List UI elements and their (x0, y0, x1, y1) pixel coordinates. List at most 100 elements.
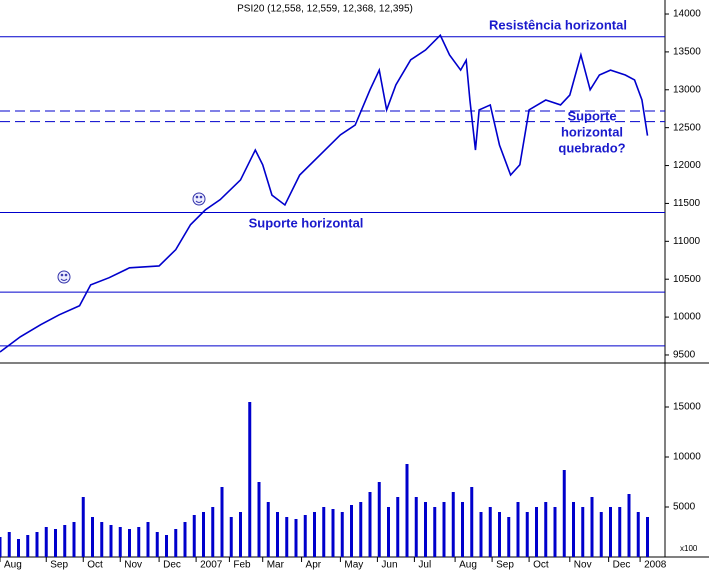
x-tick-label: Jun (381, 560, 397, 570)
smiley (57, 270, 71, 284)
y-tick-label: 12000 (673, 160, 701, 171)
volume-bar (405, 464, 409, 557)
x-tick-label: Feb (233, 560, 251, 570)
volume-bar (424, 502, 427, 557)
volume-bar (331, 509, 335, 557)
y-tick-label: 15000 (673, 402, 701, 413)
x-tick-label: Nov (574, 560, 592, 570)
x-tick-label: Oct (87, 560, 103, 570)
volume-bar (562, 470, 566, 557)
y-tick-label: 13000 (673, 84, 701, 95)
x-tick-label: Dec (613, 560, 631, 570)
volume-bar (609, 507, 612, 557)
volume-bar (544, 502, 548, 557)
volume-bar (627, 494, 631, 557)
volume-bar (507, 517, 511, 557)
volume-bar (229, 517, 233, 557)
x-tick-label: 2008 (644, 560, 667, 570)
volume-bar (17, 539, 20, 557)
y-tick-label: 10000 (673, 312, 701, 323)
volume-bar (442, 502, 446, 557)
volume-bar (350, 505, 353, 557)
volume-bar (572, 502, 575, 557)
y-tick-label: 10000 (673, 452, 701, 463)
volume-bar (192, 515, 196, 557)
x-tick-label: Jul (418, 560, 431, 570)
volume-bar (516, 502, 520, 557)
volume-bar (322, 507, 326, 557)
volume-bar (525, 512, 529, 557)
volume-bar (451, 492, 455, 557)
volume-bar (590, 497, 594, 557)
x-tick-label: Sep (496, 560, 514, 570)
volume-bar (7, 532, 11, 557)
volume-bar (479, 512, 483, 557)
annotation: Suporte horizontal (249, 215, 364, 230)
volume-bar (433, 507, 437, 557)
x-tick-label: Aug (459, 560, 477, 570)
volume-bar (599, 512, 603, 557)
volume-bar (54, 529, 57, 557)
y-tick-label: 9500 (673, 350, 696, 361)
volume-bar (118, 527, 122, 557)
y-tick-label: 12500 (673, 122, 701, 133)
volume-bar (81, 497, 85, 557)
x-tick-label: May (344, 560, 363, 570)
volume-bar (0, 537, 2, 557)
volume-bar (488, 507, 492, 557)
y-tick-label: 10500 (673, 274, 701, 285)
unit-label: x100 (680, 544, 698, 553)
volume-bar (63, 525, 67, 557)
volume-bar (239, 512, 242, 557)
volume-bar (26, 535, 30, 557)
x-tick-label: Dec (163, 560, 181, 570)
volume-bar (461, 502, 464, 557)
volume-bar (359, 502, 363, 557)
x-tick-label: Aug (4, 560, 22, 570)
smiley (192, 192, 206, 206)
volume-bar (257, 482, 261, 557)
volume-bar (498, 512, 501, 557)
volume-bar (202, 512, 205, 557)
volume-bar (313, 512, 316, 557)
volume-bar (618, 507, 622, 557)
volume-bar (165, 535, 168, 557)
volume-bar (137, 527, 141, 557)
volume-bar (128, 529, 131, 557)
y-tick-label: 14000 (673, 9, 701, 20)
annotation: quebrado? (558, 140, 625, 155)
volume-bar (72, 522, 76, 557)
volume-bar (294, 519, 298, 557)
volume-bar (646, 517, 649, 557)
price-line (0, 33, 649, 353)
volume-bar (146, 522, 150, 557)
volume-bar (636, 512, 640, 557)
volume-bar (44, 527, 48, 557)
volume-bar (91, 517, 94, 557)
y-tick-label: 11000 (673, 236, 701, 247)
x-tick-label: Apr (306, 560, 322, 570)
volume-bar (220, 487, 224, 557)
volume-bar (266, 502, 270, 557)
chart-title: PSI20 (12,558, 12,559, 12,368, 12,395) (237, 4, 413, 15)
volume-bar (155, 532, 159, 557)
annotation: Resistência horizontal (489, 17, 627, 32)
volume-bar (303, 515, 307, 557)
volume-bar (276, 512, 279, 557)
x-tick-label: Nov (124, 560, 142, 570)
x-tick-label: Oct (533, 560, 549, 570)
volume-bar (285, 517, 289, 557)
volume-bar (470, 487, 474, 557)
volume-bar (109, 525, 113, 557)
volume-bar (377, 482, 381, 557)
annotation: horizontal (561, 124, 623, 139)
volume-bar (183, 522, 187, 557)
volume-bar (581, 507, 585, 557)
x-tick-label: 2007 (200, 560, 223, 570)
volume-bar (414, 497, 418, 557)
volume-bar (387, 507, 390, 557)
volume-bar (211, 507, 215, 557)
volume-bar (535, 507, 538, 557)
